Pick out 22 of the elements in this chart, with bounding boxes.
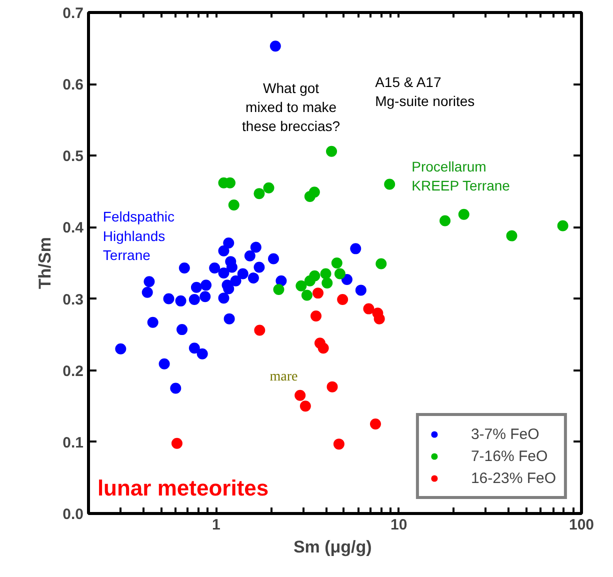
x-axis-title: Sm (μg/g) [293,538,372,556]
y-tick-label: 0.1 [62,434,84,452]
y-axis-title: Th/Sm [36,237,55,289]
annotation: mare [270,370,298,385]
annotation: A15 & A17 Mg-suite norites [375,74,475,110]
y-tick-label: 0.2 [62,362,84,380]
annotation: Procellarum KREEP Terrane [412,158,510,194]
x-tick-label: 1 [212,516,220,534]
y-tick-label: 0.3 [62,291,84,308]
annotation: Feldspathic Highlands Terrane [102,208,175,263]
y-tick-label: 0.0 [62,506,84,523]
annotation: What got mixed to make these breccias? [242,80,340,134]
y-tick-label: 0.6 [62,76,84,94]
x-tick-label: 100 [568,516,594,534]
legend-label: 16-23% FeO [470,470,556,486]
annotation: lunar meteorites [97,476,269,501]
y-tick-label: 0.4 [62,220,84,237]
y-tick-label: 0.5 [62,148,84,166]
legend-label: 3-7% FeO [470,426,540,442]
legend-label: 7-16% FeO [470,448,548,464]
y-tick-label: 0.7 [62,5,84,22]
x-tick-label: 10 [390,516,408,534]
